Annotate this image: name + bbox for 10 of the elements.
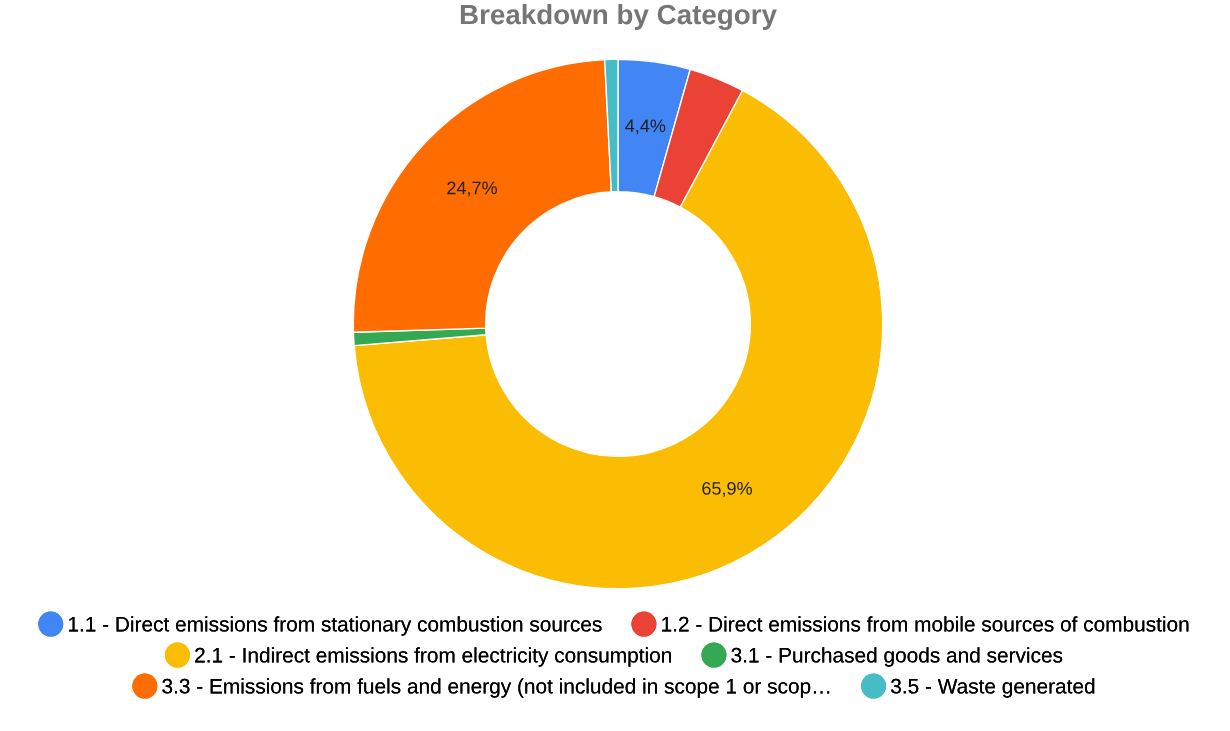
legend-label: 2.1 - Indirect emissions from electricity consumption [195,647,671,667]
legend-label: 1.2 - Direct emissions from mobile sources of combustion [662,616,1189,632]
legend-label: 1.1 - Direct emissions from stationary combustion sources [68,616,602,636]
data-label: 65,9% [702,481,752,497]
legend-label: 3.5 - Waste generated [891,678,1095,698]
chart-title: Breakdown by Category [460,3,777,31]
legend-label: 3.1 - Purchased goods and services [731,647,1063,667]
data-label: 24,7% [447,181,497,197]
data-label: 4,4% [625,119,666,135]
legend-label: 3.3 - Emissions from fuels and energy (not included in scope 1 or scop… [162,678,830,698]
